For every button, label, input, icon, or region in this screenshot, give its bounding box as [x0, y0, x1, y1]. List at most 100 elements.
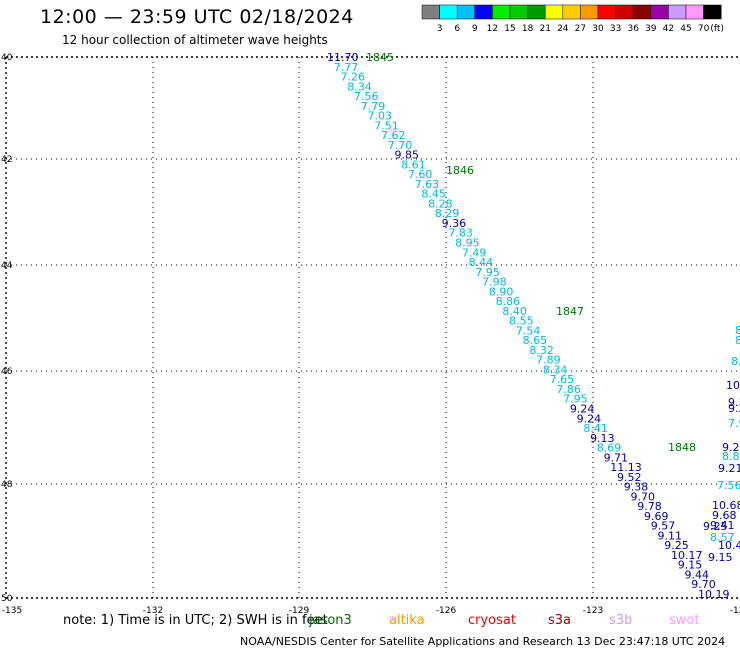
legend-label: 15 [504, 24, 515, 34]
wave-height-value: 7.65 [550, 373, 575, 386]
wave-height-value: 8.34 [347, 80, 372, 93]
wave-height-value: 8.86 [496, 295, 521, 308]
lat-tick-label: 50 [1, 594, 13, 604]
wave-height-value: 7.95 [563, 393, 588, 406]
wave-height-value: 7.62 [381, 129, 406, 142]
wave-height-value: 8.44 [469, 256, 494, 269]
wave-height-value: 8. [731, 355, 740, 368]
wave-height-value: 8.34 [543, 363, 568, 376]
satellite-s3a: s3a [548, 613, 572, 628]
time-label: 1845 [366, 51, 394, 64]
wave-height-value: 8.95 [455, 237, 480, 250]
lon-tick-label: -126 [436, 606, 457, 616]
wave-height-value: 8.29 [435, 207, 460, 220]
wave-height-value: 7.63 [415, 178, 440, 191]
wave-height-value: 7.79 [361, 100, 386, 113]
lon-tick-label: -132 [143, 606, 163, 616]
wave-height-value: 7.70 [388, 139, 413, 152]
page-subtitle: 12 hour collection of altimeter wave hei… [62, 33, 328, 47]
wave-height-value: 7.56 [717, 479, 740, 492]
lon-tick-label: -123 [583, 606, 603, 616]
wave-height-value: 11.13 [610, 461, 642, 474]
wave-height-value: 9.85 [394, 149, 419, 162]
wave-height-value: 9.38 [624, 481, 649, 494]
wave-height-value: 7.95 [475, 266, 500, 279]
wave-height-value: 7.26 [340, 71, 365, 84]
wave-height-value: 10. [726, 379, 740, 392]
wave-height-value: 9.71 [604, 451, 629, 464]
wave-height-value: 9.15 [708, 551, 733, 564]
wave-height-value: 7.51 [374, 119, 399, 132]
legend-label: 24 [557, 24, 569, 34]
satellite-swot: swot [669, 613, 700, 628]
wave-height-value: 8.90 [489, 285, 513, 298]
color-legend: 3 6 9 12 15 18 21 24 27 30 33 36 39 42 45 70 (ft) [421, 4, 724, 34]
wave-height-value: 8.40 [502, 305, 527, 318]
wave-height-value: 7.77 [334, 61, 359, 74]
wave-height-value: 7.49 [462, 246, 487, 259]
wave-height-value: 8.32 [529, 344, 554, 357]
time-label: 1847 [556, 305, 584, 318]
wave-height-value: 8. [735, 324, 740, 337]
wave-height-value: 11.70 [327, 51, 359, 64]
wave-height-value: 8 [735, 334, 740, 347]
wave-height-value: 7.89 [536, 354, 561, 367]
legend-label: 27 [575, 24, 586, 34]
wave-height-value: 9.70 [631, 490, 656, 503]
wave-height-value: 9.29 [722, 441, 740, 454]
lat-tick-label: 46 [1, 367, 13, 377]
legend-label: 6 [454, 24, 460, 34]
lat-tick-label: 40 [1, 53, 13, 63]
credit-line: NOAA/NESDIS Center for Satellite Applica… [240, 635, 726, 648]
legend-label: 30 [592, 24, 604, 34]
legend-label: 33 [610, 24, 621, 34]
wave-height-value: 10.4 [718, 539, 740, 552]
satellite-s3b: s3b [609, 613, 633, 628]
wave-height-value: 8.57 [710, 531, 735, 544]
wave-height-value: 9.1 [728, 396, 740, 409]
wave-height-value: 9.78 [637, 500, 662, 513]
legend-label: 18 [522, 24, 534, 34]
wave-height-value: 9.52 [617, 471, 642, 484]
wave-height-value: 9.25 [664, 539, 689, 552]
wave-height-value: 7.83 [448, 227, 473, 240]
wave-height-value: 8.65 [523, 334, 548, 347]
satellite-cryosat: cryosat [468, 613, 516, 628]
wave-height-value: 9.13 [590, 432, 615, 445]
wave-height-value: 7.86 [556, 383, 581, 396]
wave-height-value: 9.69 [644, 510, 669, 523]
lat-tick-label: 48 [1, 480, 13, 490]
wave-height-value: 10.19 [698, 588, 730, 601]
wave-height-value: 7.9 [728, 417, 740, 430]
lat-tick-label: 44 [1, 261, 13, 271]
wave-height-value: 10.68 [712, 499, 740, 512]
lat-tick-label: 42 [1, 155, 12, 165]
wave-height-value: 9.11 [658, 529, 683, 542]
page-title: 12:00 — 23:59 UTC 02/18/2024 [40, 6, 354, 28]
legend-label: 36 [627, 24, 639, 34]
time-label: 1846 [446, 164, 474, 177]
wave-height-value: 9.68 [712, 509, 737, 522]
wave-height-value: 9.70 [691, 578, 716, 591]
wave-height-value: 8.55 [509, 315, 534, 328]
legend-label: 42 [663, 24, 674, 34]
lon-tick-label: -129 [289, 606, 310, 616]
lon-tick-label: -135 [2, 606, 22, 616]
wave-height-value: 8.69 [597, 442, 622, 455]
satellite-altika: altika [389, 613, 425, 628]
legend-label: 9 [472, 24, 478, 34]
satellite-jason3: jason3 [309, 613, 352, 628]
lon-tick-label: -120 [730, 606, 740, 616]
wave-height-value: 9.24 [577, 412, 602, 425]
wave-height-value: 9.21 [718, 462, 740, 475]
wave-height-value: 7.56 [354, 90, 379, 103]
wave-height-value: 7.98 [482, 276, 507, 289]
wave-height-value: 9.36 [442, 217, 467, 230]
wave-height-value: 9.25 [703, 520, 728, 533]
wave-height-value: 9.2 [728, 402, 740, 415]
wave-height-value: 7.03 [367, 110, 392, 123]
legend-swatch [703, 4, 722, 20]
legend-label: 45 [680, 24, 691, 34]
wave-height-value: 9.57 [651, 520, 676, 533]
